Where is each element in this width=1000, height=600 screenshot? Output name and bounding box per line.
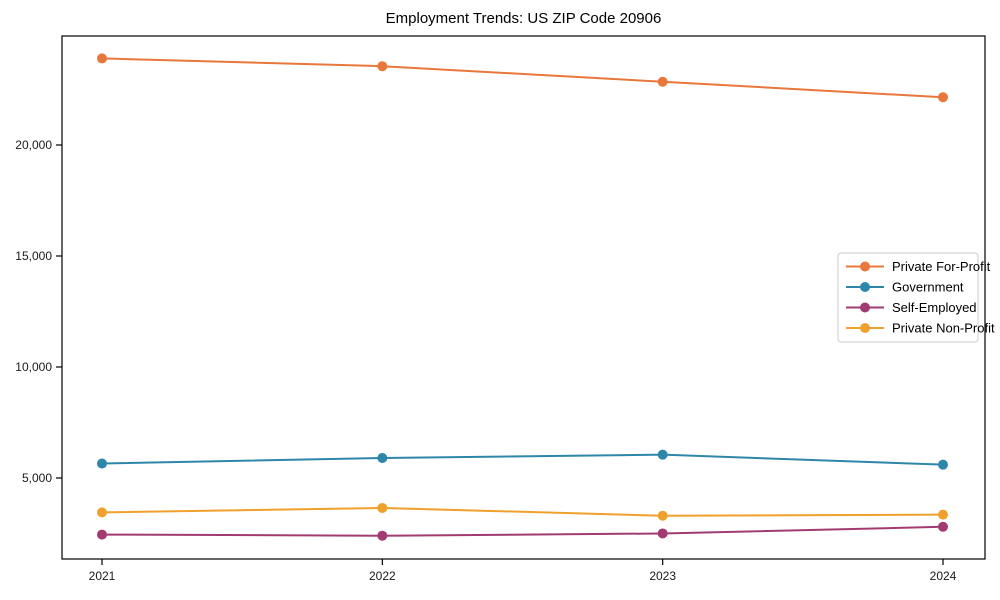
data-point-government (657, 449, 668, 460)
y-tick-label: 20,000 (15, 138, 52, 152)
y-tick-label: 15,000 (15, 249, 52, 263)
legend-marker (860, 282, 870, 292)
data-point-private-for-profit (97, 53, 107, 64)
chart-title: Employment Trends: US ZIP Code 20906 (385, 10, 662, 27)
data-point-self-employed (97, 529, 107, 540)
legend-label: Government (892, 280, 964, 295)
x-tick-label: 2021 (89, 569, 116, 583)
data-point-government (938, 459, 948, 470)
legend: Private For-Profit Government Self-Employe… (837, 252, 995, 343)
x-tick-label: 2023 (649, 569, 676, 583)
x-axis: 2021 2022 2023 2024 (89, 559, 957, 583)
series-line-government (101, 453, 944, 466)
series-private-for-profit (97, 53, 948, 103)
legend-item-private-non-profit: Private Non-Profit (846, 321, 995, 336)
x-tick-label: 2024 (930, 569, 957, 583)
data-point-private-for-profit (377, 61, 388, 72)
legend-label: Private Non-Profit (892, 321, 995, 336)
data-point-private-non-profit (657, 510, 668, 521)
data-point-self-employed (377, 530, 388, 541)
legend-item-government: Government (846, 280, 964, 295)
data-point-government (377, 452, 388, 463)
plot-border (61, 35, 986, 560)
data-point-private-non-profit (377, 502, 388, 513)
data-point-self-employed (657, 528, 668, 539)
legend-marker (860, 302, 870, 313)
series-government (97, 449, 948, 470)
data-point-private-for-profit (938, 92, 948, 103)
series-line-self-employed (101, 525, 944, 537)
legend-item-private-for-profit: Private For-Profit (846, 259, 991, 274)
y-axis: 5,000 10,000 15,000 20,000 (15, 138, 62, 485)
series-private-non-profit (97, 502, 948, 521)
legend-label: Private For-Profit (892, 259, 991, 274)
legend-box (837, 252, 979, 343)
data-point-private-for-profit (657, 76, 668, 87)
series-self-employed (97, 521, 948, 541)
legend-item-self-employed: Self-Employed (846, 300, 977, 315)
legend-label: Self-Employed (892, 300, 977, 315)
data-point-government (97, 458, 107, 469)
data-point-self-employed (938, 521, 948, 532)
series-line-private-for-profit (101, 57, 944, 99)
series-line-private-non-profit (101, 506, 944, 517)
legend-marker (860, 261, 870, 272)
legend-marker (860, 323, 870, 333)
x-tick-label: 2022 (369, 569, 396, 583)
y-tick-label: 5,000 (22, 471, 52, 485)
data-point-private-non-profit (938, 509, 948, 520)
y-tick-label: 10,000 (15, 360, 52, 374)
data-point-private-non-profit (97, 507, 107, 518)
